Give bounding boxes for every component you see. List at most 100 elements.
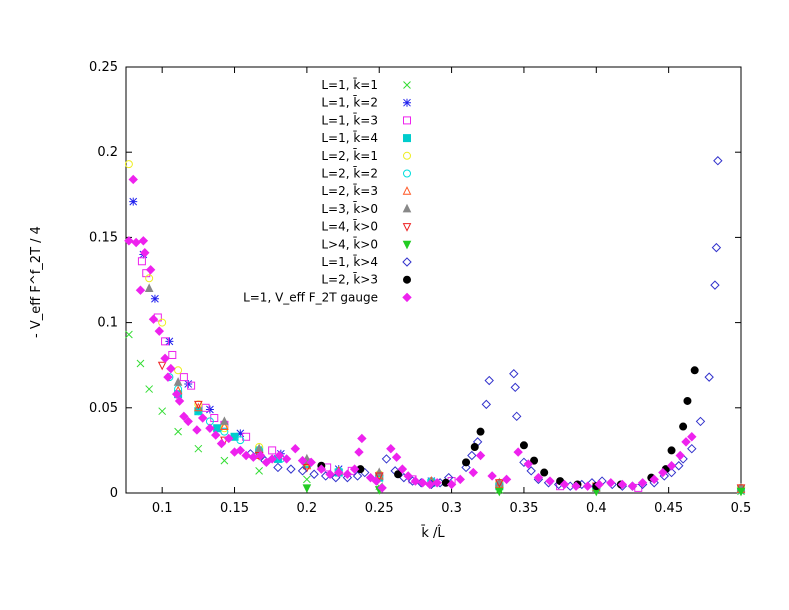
- x-tick-label: 0.2: [297, 501, 318, 516]
- legend-marker: [402, 240, 412, 250]
- data-point: [606, 478, 616, 488]
- data-point: [501, 474, 512, 485]
- data-point: [519, 441, 528, 450]
- data-point: [138, 236, 149, 246]
- data-point: [302, 463, 312, 473]
- data-point: [587, 478, 597, 488]
- legend: L=1, k̄=1 L=1, k̄=2 L=1, k̄=3 L=1, k̄=4 L=2,…: [243, 78, 412, 304]
- data-point: [157, 361, 167, 371]
- data-point: [241, 450, 251, 461]
- y-tick-label: 0.2: [97, 145, 118, 160]
- data-point: [165, 337, 174, 346]
- data-points: [124, 156, 746, 497]
- legend-marker: [402, 186, 412, 195]
- x-tick-label: 0.15: [220, 501, 249, 516]
- data-point: [617, 479, 628, 490]
- data-point: [236, 429, 245, 438]
- x-tick-label: 0.5: [731, 501, 752, 516]
- data-point: [475, 450, 486, 461]
- y-tick-label: 0.05: [89, 401, 118, 416]
- data-point: [171, 389, 182, 399]
- data-point: [417, 478, 428, 488]
- legend-label: L=1, k̄=1: [321, 78, 378, 92]
- data-point: [286, 464, 296, 474]
- legend-marker: [403, 116, 411, 125]
- data-point: [161, 337, 170, 346]
- data-point: [297, 466, 308, 476]
- data-point: [128, 174, 138, 185]
- data-point: [192, 425, 202, 435]
- data-point: [582, 481, 593, 491]
- data-point: [736, 487, 746, 497]
- data-point: [179, 373, 188, 382]
- data-point: [540, 468, 549, 477]
- axis-ticks: 0.1 0.15 0.2 0.25 0.3 0.35 0.4 0.45 0.5 0 0.05 0.1 0…: [89, 60, 751, 516]
- legend-marker: [403, 134, 411, 143]
- data-point: [476, 427, 485, 436]
- data-point: [674, 461, 684, 471]
- data-point: [187, 381, 196, 390]
- data-point: [173, 377, 183, 386]
- y-tick-label: 0.1: [97, 316, 118, 331]
- data-point: [374, 467, 384, 477]
- series-7: [144, 283, 746, 492]
- data-point: [342, 472, 353, 483]
- data-point: [174, 366, 183, 375]
- data-point: [174, 396, 185, 406]
- data-point: [205, 405, 214, 414]
- data-point: [594, 479, 604, 490]
- data-point: [205, 423, 215, 433]
- legend-marker: [403, 275, 411, 284]
- data-point: [571, 481, 581, 491]
- data-point: [667, 446, 676, 455]
- data-point: [303, 475, 311, 484]
- data-point: [523, 459, 533, 469]
- data-point: [446, 479, 457, 490]
- legend-label: L=3, k̄>0: [321, 202, 378, 216]
- y-tick-label: 0.15: [89, 230, 118, 245]
- data-point: [704, 372, 714, 382]
- data-point: [145, 385, 154, 393]
- data-point: [136, 359, 145, 368]
- data-point: [158, 318, 167, 327]
- legend-label: L=1, V_eff F_2T gauge: [243, 290, 378, 304]
- data-point: [216, 438, 227, 449]
- series-10: [245, 156, 723, 491]
- x-tick-label: 0.3: [441, 501, 462, 516]
- data-point: [268, 446, 277, 455]
- plot-border: [125, 66, 742, 494]
- data-point: [248, 452, 259, 462]
- data-point: [487, 471, 497, 481]
- data-point: [462, 458, 471, 467]
- data-point: [381, 454, 392, 464]
- data-point: [513, 447, 523, 457]
- y-tick-label: 0.25: [89, 60, 118, 75]
- data-point: [254, 443, 264, 453]
- data-point: [220, 421, 229, 431]
- legend-marker: [402, 223, 412, 232]
- data-point: [160, 353, 170, 364]
- data-point: [166, 363, 176, 374]
- data-point: [140, 248, 150, 258]
- data-point: [371, 476, 382, 486]
- legend-marker: [403, 81, 411, 89]
- data-point: [145, 274, 154, 283]
- data-point: [683, 396, 692, 405]
- data-point: [220, 456, 229, 465]
- data-point: [425, 479, 435, 490]
- data-point: [125, 330, 133, 339]
- legend-label: L=1, k̄=3: [321, 113, 378, 127]
- data-point: [495, 487, 504, 497]
- data-point: [467, 450, 477, 461]
- data-point: [365, 472, 376, 483]
- data-point: [461, 462, 471, 473]
- data-point: [129, 197, 138, 206]
- data-point: [510, 382, 520, 393]
- data-point: [124, 160, 133, 169]
- data-point: [135, 285, 146, 295]
- legend-marker: [403, 151, 411, 160]
- legend-label: L=2, k̄=1: [321, 149, 378, 163]
- data-point: [194, 400, 203, 410]
- data-point: [194, 402, 203, 412]
